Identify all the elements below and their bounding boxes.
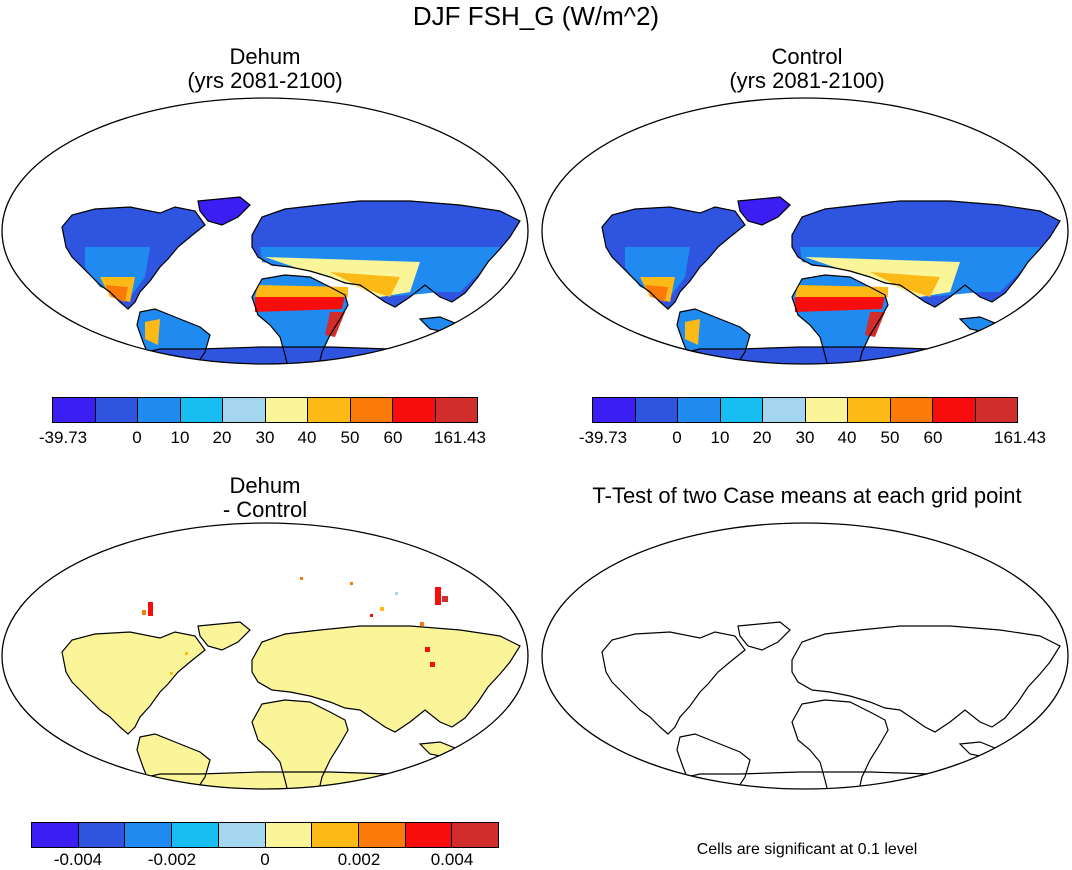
colorbar-swatch xyxy=(78,823,126,847)
colorbar-tick-label: 161.43 xyxy=(994,428,1046,447)
panel-title-line2: (yrs 2081-2100) xyxy=(187,68,343,93)
australia xyxy=(430,772,490,789)
colorbar-tick-label: 30 xyxy=(255,428,275,447)
figure-title: DJF FSH_G (W/m^2) xyxy=(412,1,660,31)
colorbar-swatch xyxy=(405,823,453,847)
colorbar-tick-label: 30 xyxy=(795,428,815,447)
colorbar-swatch xyxy=(95,398,138,422)
colorbar-swatch xyxy=(308,398,351,422)
panel-title-line1: Dehum xyxy=(229,473,301,498)
colorbar-swatch xyxy=(763,398,806,422)
map-background xyxy=(542,523,1068,789)
colorbar-tick-label: -39.73 xyxy=(38,428,88,447)
australia xyxy=(970,347,1030,364)
map-border xyxy=(541,97,1069,365)
colorbar-tick-label: 10 xyxy=(710,428,730,447)
panel-title-line2: (yrs 2081-2100) xyxy=(729,68,885,93)
colorbar-tick-label: 60 xyxy=(923,428,943,447)
colorbar-tick-label: -0.004 xyxy=(53,850,103,869)
colorbar-swatch xyxy=(180,398,223,422)
colorbar-tick-label: 50 xyxy=(880,428,900,447)
colorbar-tick-label: 0 xyxy=(132,428,142,447)
colorbar-swatch xyxy=(265,398,308,422)
colorbar-swatch xyxy=(265,823,313,847)
colorbar-swatch xyxy=(720,398,763,422)
colorbar-tick-label: 161.43 xyxy=(434,428,486,447)
panel-title-dehum: Dehum (yrs 2081-2100) xyxy=(0,45,530,93)
colorbar-tick-label: 40 xyxy=(837,428,857,447)
colorbar-tick-label: 50 xyxy=(340,428,360,447)
colorbar-tick-label: -0.002 xyxy=(147,850,197,869)
colorbar-swatch xyxy=(358,823,406,847)
colorbar-swatch xyxy=(53,398,96,422)
colorbar-tick-label: 20 xyxy=(212,428,232,447)
panel-title-control: Control (yrs 2081-2100) xyxy=(542,45,1072,93)
colorbar-swatch xyxy=(125,823,173,847)
map-diff xyxy=(1,522,529,790)
colorbar-tick-label: 0.004 xyxy=(430,850,474,869)
colorbar-tick-label: 0 xyxy=(672,428,682,447)
map-border xyxy=(1,97,529,365)
colorbar-swatch xyxy=(848,398,891,422)
panel-title-line2: - Control xyxy=(222,497,308,522)
colorbar-swatch xyxy=(678,398,721,422)
colorbar-swatch xyxy=(593,398,636,422)
colorbar-tick-label: 40 xyxy=(297,428,317,447)
colorbar-tick-label: 20 xyxy=(752,428,772,447)
colorbar-swatch xyxy=(350,398,393,422)
colorbar-tick-label: -39.73 xyxy=(578,428,628,447)
colorbar-tick-label: 0.002 xyxy=(337,850,381,869)
panel-title-ttest: T-Test of two Case means at each grid po… xyxy=(592,483,1022,508)
colorbar-swatch xyxy=(218,823,266,847)
panel-title-line1: Control xyxy=(771,44,843,69)
colorbar-swatch xyxy=(138,398,181,422)
map-dehum xyxy=(1,97,529,365)
colorbar-swatch xyxy=(452,823,499,847)
colorbar-swatch xyxy=(435,398,477,422)
anomaly-cells xyxy=(142,577,448,675)
map-control xyxy=(541,97,1069,365)
colorbar-dehum xyxy=(52,397,478,423)
significance-note: Cells are significant at 0.1 level xyxy=(696,841,918,858)
colorbar-swatch xyxy=(890,398,933,422)
colorbar-tick-label: 0 xyxy=(260,850,270,869)
colorbar-swatch xyxy=(32,823,79,847)
map-border xyxy=(1,522,529,790)
colorbar-swatch xyxy=(172,823,219,847)
panel-title-diff: Dehum - Control xyxy=(0,474,530,522)
colorbar-control xyxy=(592,397,1018,423)
colorbar-diff xyxy=(31,822,499,848)
colorbar-tick-label: 10 xyxy=(170,428,190,447)
map-border xyxy=(541,522,1069,790)
colorbar-swatch xyxy=(975,398,1017,422)
colorbar-swatch xyxy=(805,398,848,422)
colorbar-swatch xyxy=(223,398,266,422)
panel-title-line1: Dehum xyxy=(229,44,301,69)
australia xyxy=(430,347,490,364)
map-ttest xyxy=(541,522,1069,790)
colorbar-swatch xyxy=(635,398,678,422)
colorbar-swatch xyxy=(312,823,359,847)
australia xyxy=(969,771,1031,789)
colorbar-swatch xyxy=(933,398,976,422)
colorbar-swatch xyxy=(393,398,436,422)
colorbar-tick-label: 60 xyxy=(383,428,403,447)
